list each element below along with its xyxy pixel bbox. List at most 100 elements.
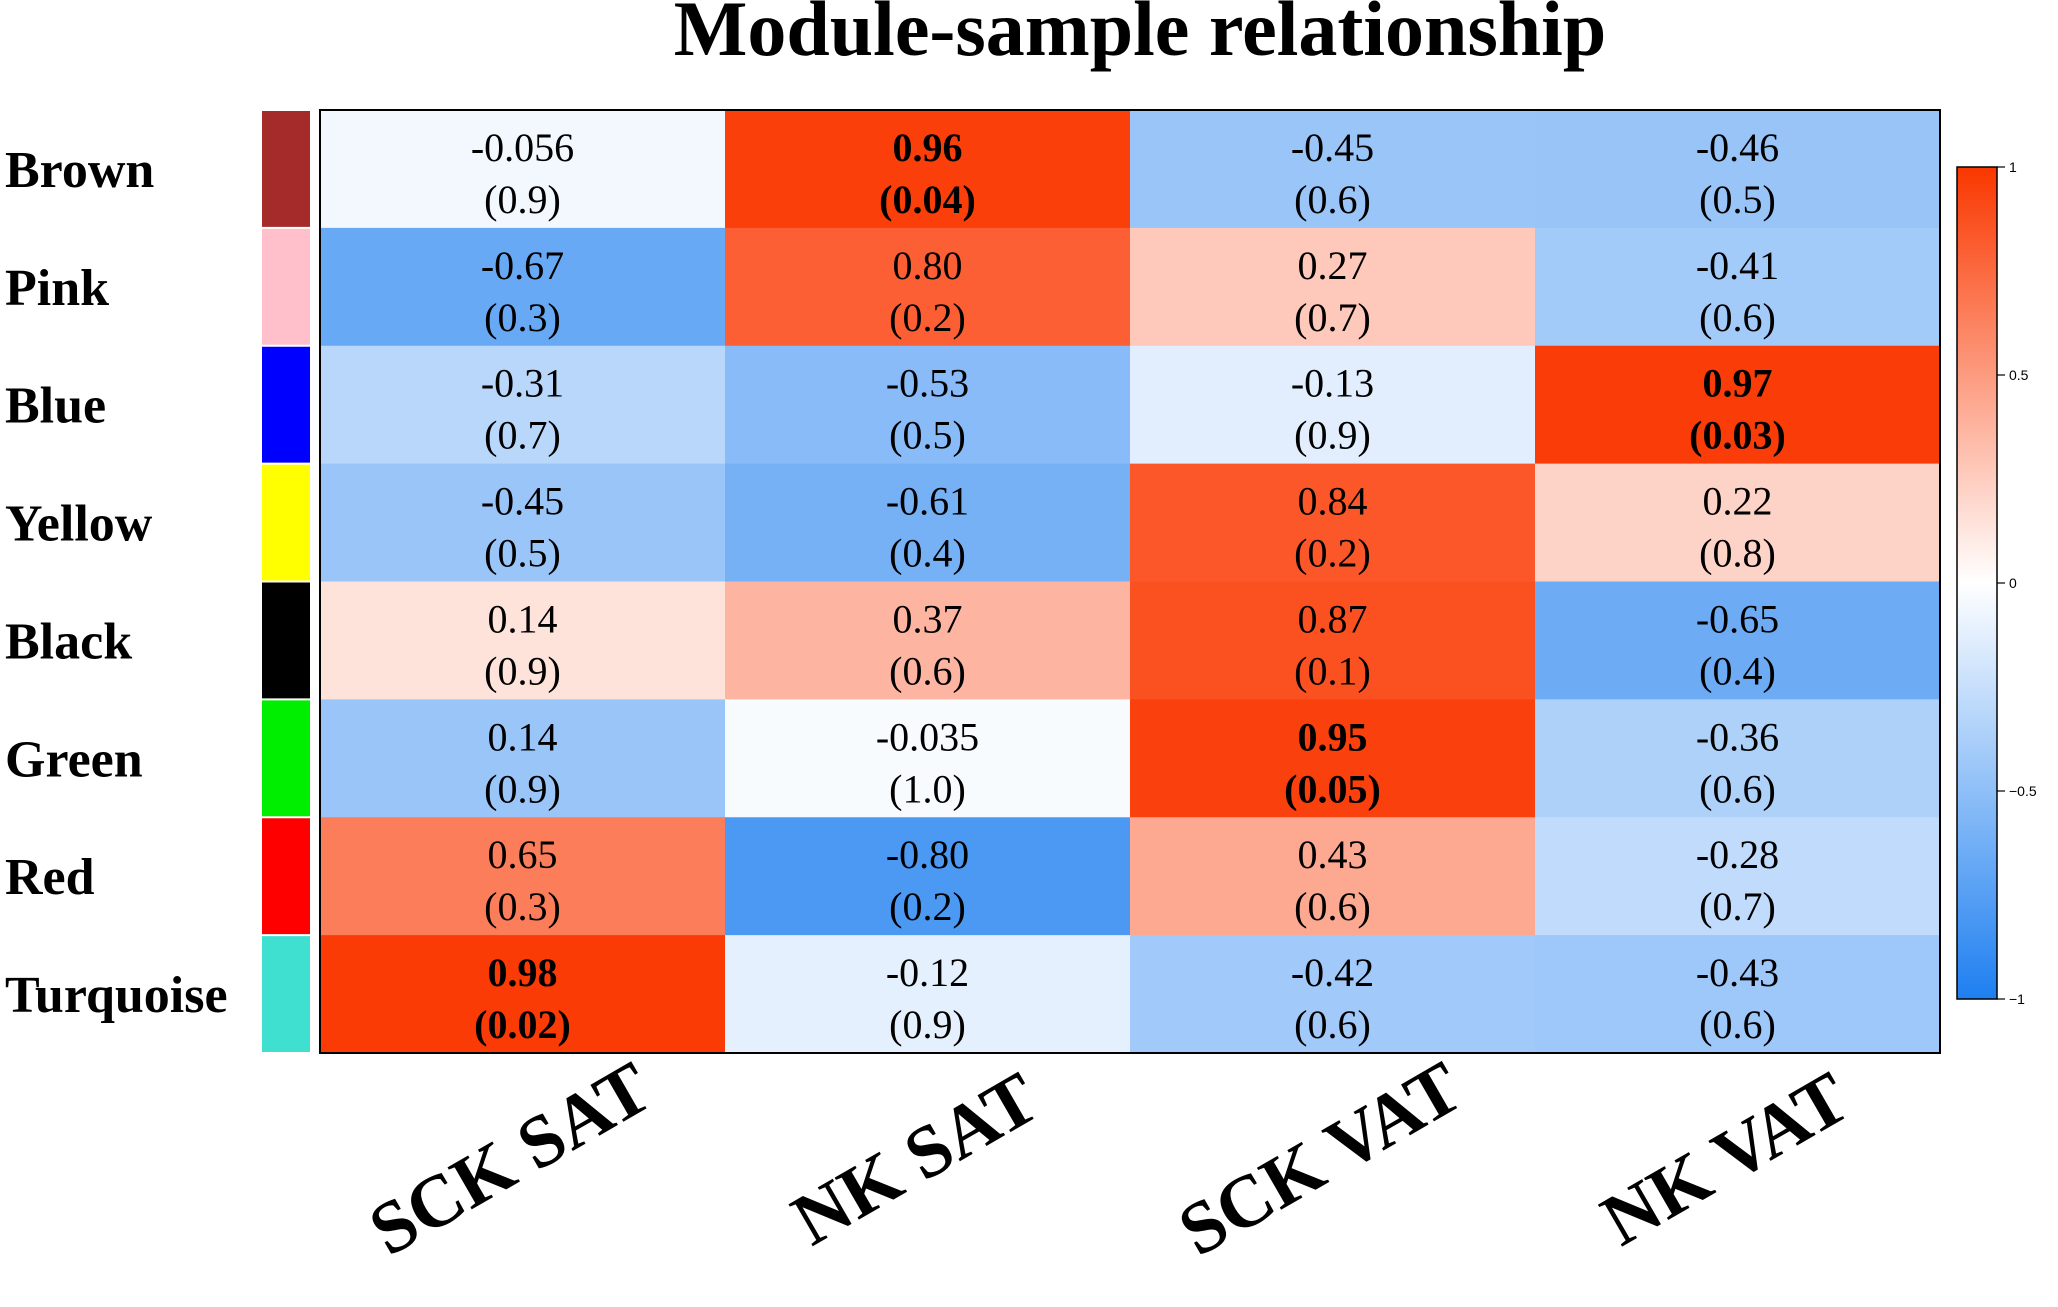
- column-label: NK VAT: [1588, 1056, 1862, 1262]
- column-label: SCK VAT: [1166, 1046, 1476, 1272]
- module-color-swatch: [262, 228, 310, 345]
- module-color-swatch: [262, 111, 310, 227]
- cell-correlation-label: -0.42: [1291, 950, 1374, 995]
- cell-pvalue-label: (0.04): [879, 177, 976, 222]
- cell-correlation-label: -0.45: [481, 479, 564, 524]
- module-color-swatch: [262, 464, 310, 581]
- heatmap-cell: [1535, 935, 1941, 1054]
- module-color-swatch: [262, 700, 310, 817]
- cell-correlation-label: -0.67: [481, 243, 564, 288]
- module-color-swatch: [262, 818, 310, 935]
- cell-correlation-label: -0.056: [471, 125, 574, 170]
- cell-pvalue-label: (0.05): [1284, 766, 1381, 811]
- cell-pvalue-label: (0.9): [889, 1002, 966, 1047]
- cell-correlation-label: -0.31: [481, 361, 564, 406]
- cell-pvalue-label: (1.0): [889, 766, 966, 811]
- cell-pvalue-label: (0.6): [1294, 1002, 1371, 1047]
- cell-pvalue-label: (0.6): [1699, 766, 1776, 811]
- cell-pvalue-label: (0.02): [474, 1002, 571, 1047]
- heatmap-cell: [725, 345, 1131, 465]
- cell-pvalue-label: (0.6): [1699, 1002, 1776, 1047]
- heatmap-cell: [320, 463, 726, 582]
- colorbar-tick-label: −1: [2009, 991, 2025, 1007]
- heatmap-cell: [320, 817, 726, 936]
- cell-pvalue-label: (0.6): [889, 648, 966, 693]
- heatmap-cell: [1130, 110, 1536, 229]
- cell-correlation-label: 0.14: [488, 596, 558, 641]
- cell-correlation-label: -0.12: [886, 950, 969, 995]
- heatmap-cell: [1130, 699, 1536, 818]
- cell-pvalue-label: (0.9): [484, 177, 561, 222]
- colorbar-tick-label: −0.5: [2009, 783, 2037, 799]
- heatmap-cell: [1130, 463, 1536, 582]
- column-label: NK SAT: [779, 1057, 1052, 1262]
- heatmap-cell: [1535, 345, 1941, 465]
- cell-pvalue-label: (0.6): [1294, 177, 1371, 222]
- heatmap-cell: [1130, 935, 1536, 1054]
- heatmap-cell: [320, 227, 726, 347]
- chart-title: Module-sample relationship: [674, 0, 1606, 72]
- cell-pvalue-label: (0.5): [484, 531, 561, 576]
- cell-correlation-label: 0.37: [893, 596, 963, 641]
- heatmap-cell: [725, 935, 1131, 1054]
- heatmap-cell: [725, 817, 1131, 936]
- cell-correlation-label: -0.035: [876, 714, 979, 759]
- cell-correlation-label: -0.13: [1291, 361, 1374, 406]
- cell-correlation-label: 0.95: [1298, 714, 1368, 759]
- heatmap-cell: [725, 110, 1131, 229]
- cell-correlation-label: 0.14: [488, 714, 558, 759]
- row-label: Pink: [5, 260, 109, 317]
- heatmap-cell: [1535, 581, 1941, 700]
- cell-correlation-label: 0.84: [1298, 479, 1368, 524]
- heatmap-cell: [1130, 817, 1536, 936]
- row-label: Black: [5, 613, 132, 670]
- heatmap-cell: [1535, 463, 1941, 582]
- heatmap-cell: [1535, 110, 1941, 229]
- heatmap-cell: [320, 345, 726, 465]
- cell-pvalue-label: (0.8): [1699, 531, 1776, 576]
- cell-correlation-label: 0.65: [488, 832, 558, 877]
- heatmap-cell: [320, 581, 726, 700]
- cell-pvalue-label: (0.7): [1294, 295, 1371, 340]
- module-color-swatch: [262, 346, 310, 463]
- cell-pvalue-label: (0.7): [1699, 884, 1776, 929]
- cell-correlation-label: 0.27: [1298, 243, 1368, 288]
- heatmap-cell: [320, 935, 726, 1054]
- cell-pvalue-label: (0.9): [484, 766, 561, 811]
- cell-pvalue-label: (0.5): [1699, 177, 1776, 222]
- cell-correlation-label: -0.53: [886, 361, 969, 406]
- cell-correlation-label: -0.65: [1696, 596, 1779, 641]
- cell-correlation-label: -0.41: [1696, 243, 1779, 288]
- cell-correlation-label: -0.36: [1696, 714, 1779, 759]
- colorbar-tick-label: 1: [2009, 159, 2017, 175]
- cell-pvalue-label: (0.1): [1294, 648, 1371, 693]
- heatmap-cell: [725, 227, 1131, 347]
- cell-correlation-label: 0.96: [893, 125, 963, 170]
- cell-pvalue-label: (0.2): [889, 884, 966, 929]
- row-label: Green: [5, 731, 143, 788]
- heatmap-cell: [1130, 227, 1536, 347]
- cell-pvalue-label: (0.4): [889, 531, 966, 576]
- cell-correlation-label: -0.28: [1696, 832, 1779, 877]
- module-color-swatch: [262, 936, 310, 1052]
- cell-correlation-label: 0.80: [893, 243, 963, 288]
- cell-correlation-label: -0.80: [886, 832, 969, 877]
- cell-pvalue-label: (0.03): [1689, 413, 1786, 458]
- heatmap-cell: [320, 699, 726, 818]
- cell-correlation-label: -0.46: [1696, 125, 1779, 170]
- heatmap-border: [319, 109, 1941, 1054]
- colorbar-tick-label: 0.5: [2009, 367, 2029, 383]
- cell-correlation-label: 0.43: [1298, 832, 1368, 877]
- heatmap-cell: [1535, 699, 1941, 818]
- cell-correlation-label: 0.97: [1703, 361, 1773, 406]
- row-label: Yellow: [5, 496, 153, 553]
- cell-correlation-label: 0.87: [1298, 596, 1368, 641]
- colorbar: [1956, 166, 1998, 1000]
- cell-pvalue-label: (0.6): [1294, 884, 1371, 929]
- cell-pvalue-label: (0.9): [1294, 413, 1371, 458]
- cell-correlation-label: -0.61: [886, 479, 969, 524]
- heatmap-cell: [1535, 817, 1941, 936]
- cell-correlation-label: -0.45: [1291, 125, 1374, 170]
- cell-pvalue-label: (0.6): [1699, 295, 1776, 340]
